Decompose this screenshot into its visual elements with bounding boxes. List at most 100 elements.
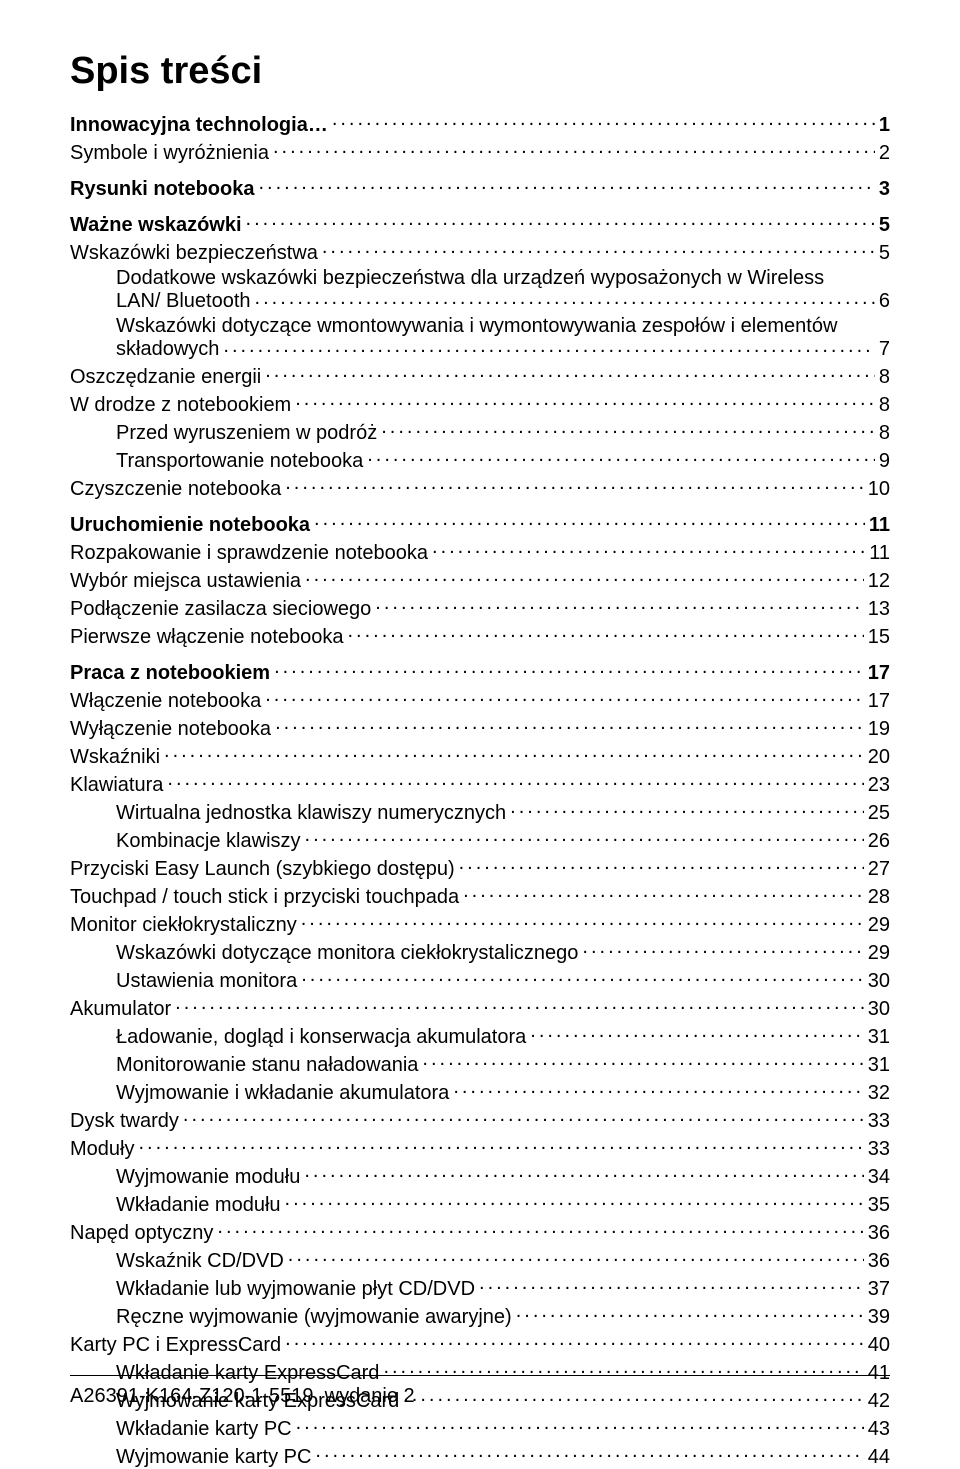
toc-entry-label: Wskaźniki (70, 746, 160, 769)
toc-entry-page: 15 (868, 626, 890, 649)
toc-entry-page: 1 (879, 114, 890, 137)
toc-entry-page: 39 (868, 1306, 890, 1329)
toc-entry: Wyjmowanie karty PC44 (116, 1443, 890, 1469)
toc-leader-dots (348, 623, 864, 643)
toc-entry-label: Rozpakowanie i sprawdzenie notebooka (70, 542, 428, 565)
toc-entry-page: 43 (868, 1418, 890, 1441)
toc-entry: Przyciski Easy Launch (szybkiego dostępu… (70, 855, 890, 881)
toc-leader-dots (510, 799, 864, 819)
toc-entry-page: 30 (868, 970, 890, 993)
toc-entry-page: 36 (868, 1222, 890, 1245)
toc-entry-label: Moduły (70, 1138, 134, 1161)
toc-leader-dots (463, 883, 864, 903)
toc-entry-label-line2: LAN/ Bluetooth (116, 290, 251, 313)
toc-entry: Touchpad / touch stick i przyciski touch… (70, 883, 890, 909)
toc-entry: Ładowanie, dogląd i konserwacja akumulat… (116, 1023, 890, 1049)
toc-entry: Wskaźnik CD/DVD36 (116, 1247, 890, 1273)
toc-leader-dots (332, 111, 875, 131)
toc-leader-dots (381, 419, 875, 439)
toc-leader-dots (432, 539, 865, 559)
toc-entry: Czyszczenie notebooka10 (70, 475, 890, 501)
toc-entry-label: Symbole i wyróżnienia (70, 142, 269, 165)
toc-entry: Dodatkowe wskazówki bezpieczeństwa dla u… (70, 267, 890, 313)
toc-entry: Ustawienia monitora 30 (116, 967, 890, 993)
toc-entry-label: Wyjmowanie karty PC (116, 1446, 311, 1469)
toc-leader-dots (246, 211, 875, 231)
toc-entry-label: Ważne wskazówki (70, 214, 242, 237)
footer-rule (70, 1375, 890, 1376)
toc-entry: Pierwsze włączenie notebooka15 (70, 623, 890, 649)
toc-entry-label: Akumulator (70, 998, 171, 1021)
toc-entry-label: Uruchomienie notebooka (70, 514, 310, 537)
toc-entry-label-line1: Dodatkowe wskazówki bezpieczeństwa dla u… (116, 267, 890, 290)
toc-entry-page: 42 (868, 1390, 890, 1413)
toc-leader-dots (403, 1387, 864, 1407)
toc-entry-label: Wyłączenie notebooka (70, 718, 271, 741)
toc-entry-page: 17 (868, 662, 890, 685)
toc-entry-label: Ustawienia monitora (116, 970, 297, 993)
toc-entry-page: 8 (879, 366, 890, 389)
toc-entry: Wyjmowanie i wkładanie akumulatora32 (116, 1079, 890, 1105)
toc-leader-dots (453, 1079, 863, 1099)
toc-entry-page: 40 (868, 1334, 890, 1357)
toc-entry: Wirtualna jednostka klawiszy numerycznyc… (116, 799, 890, 825)
toc-leader-dots (305, 827, 864, 847)
toc-leader-dots (301, 911, 864, 931)
toc-leader-dots (304, 1163, 863, 1183)
toc-leader-dots (265, 687, 864, 707)
toc-entry: Wkładanie karty ExpressCard41 (116, 1359, 890, 1385)
toc-entry-label: Wkładanie karty PC (116, 1418, 292, 1441)
toc-entry: Uruchomienie notebooka 11 (70, 511, 890, 537)
toc-leader-dots (305, 567, 864, 587)
toc-leader-dots (315, 1443, 863, 1463)
toc-leader-dots (383, 1359, 863, 1379)
toc-entry-page: 28 (868, 886, 890, 909)
toc-entry: Transportowanie notebooka9 (116, 447, 890, 473)
toc-entry-page: 36 (868, 1250, 890, 1273)
toc-entry-page: 31 (868, 1026, 890, 1049)
toc-entry-label: Przyciski Easy Launch (szybkiego dostępu… (70, 858, 455, 881)
toc-leader-dots (175, 995, 864, 1015)
toc-entry-page: 26 (868, 830, 890, 853)
toc-entry: Wkładanie modułu35 (116, 1191, 890, 1217)
toc-entry-page: 31 (868, 1054, 890, 1077)
toc-entry-label: Wyjmowanie modułu (116, 1166, 300, 1189)
toc-entry-page: 30 (868, 998, 890, 1021)
toc-leader-dots (285, 1331, 864, 1351)
toc-entry-label-line1: Wskazówki dotyczące wmontowywania i wymo… (116, 315, 890, 338)
toc-entry-page: 37 (868, 1278, 890, 1301)
toc-entry-label: Napęd optyczny (70, 1222, 213, 1245)
toc-entry-page: 33 (868, 1138, 890, 1161)
toc-leader-dots (217, 1219, 863, 1239)
toc-entry-label: Włączenie notebooka (70, 690, 261, 713)
toc-entry-page: 12 (868, 570, 890, 593)
toc-entry-label: Rysunki notebooka (70, 178, 254, 201)
toc-entry: Przed wyruszeniem w podróż8 (116, 419, 890, 445)
toc-entry: Wskazówki dotyczące wmontowywania i wymo… (70, 315, 890, 361)
toc-leader-dots (375, 595, 863, 615)
toc-entry: Wskazówki dotyczące monitora ciekłokryst… (116, 939, 890, 965)
toc-entry-page: 5 (879, 214, 890, 237)
toc-entry-page: 3 (879, 178, 890, 201)
toc-entry: Symbole i wyróżnienia2 (70, 139, 890, 165)
toc-entry: Rozpakowanie i sprawdzenie notebooka11 (70, 539, 890, 565)
toc-leader-dots (322, 239, 875, 259)
toc-leader-dots (301, 967, 864, 987)
toc-leader-dots (367, 447, 875, 467)
toc-entry-page: 8 (879, 422, 890, 445)
toc-entry: Wskaźniki20 (70, 743, 890, 769)
toc-entry-page: 6 (879, 290, 890, 313)
toc-leader-dots (255, 290, 875, 310)
toc-entry: Monitor ciekłokrystaliczny29 (70, 911, 890, 937)
toc-entry-page: 27 (868, 858, 890, 881)
toc-leader-dots (183, 1107, 864, 1127)
toc-entry: Karty PC i ExpressCard40 (70, 1331, 890, 1357)
toc-leader-dots (516, 1303, 864, 1323)
toc-entry: Kombinacje klawiszy26 (116, 827, 890, 853)
toc-leader-dots (273, 139, 875, 159)
toc-entry-page: 11 (869, 514, 890, 537)
toc-entry-page: 8 (879, 394, 890, 417)
toc-entry-label: Wkładanie karty ExpressCard (116, 1362, 379, 1385)
toc-entry-page: 34 (868, 1166, 890, 1189)
toc-entry-label: Czyszczenie notebooka (70, 478, 281, 501)
